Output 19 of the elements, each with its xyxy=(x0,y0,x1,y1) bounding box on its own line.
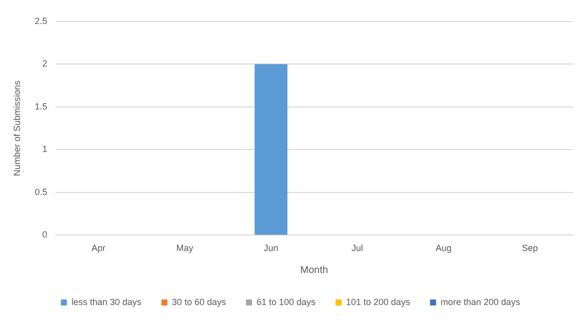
legend-label: less than 30 days xyxy=(71,296,142,307)
x-tick-label: Jun xyxy=(264,243,278,254)
x-tick-label: Aug xyxy=(436,243,452,254)
legend-label: more than 200 days xyxy=(440,296,521,307)
y-tick-label: 0.5 xyxy=(34,186,48,197)
y-axis-title: Number of Submissions xyxy=(12,80,22,176)
legend-label: 61 to 100 days xyxy=(256,296,316,307)
x-tick-label: Sep xyxy=(522,243,538,254)
x-tick-label: Jul xyxy=(352,243,364,254)
y-tick-label: 1 xyxy=(42,144,48,154)
legend-label: 101 to 200 days xyxy=(346,296,411,307)
x-tick-label: May xyxy=(176,243,194,254)
y-tick-label: 2.5 xyxy=(34,16,48,26)
y-tick-label: 0 xyxy=(42,230,48,240)
y-tick-label: 1.5 xyxy=(34,101,48,112)
y-tick-label: 2 xyxy=(42,58,48,69)
legend-label: 30 to 60 days xyxy=(172,296,226,307)
x-axis-title: Month xyxy=(300,264,328,276)
x-tick-label: Apr xyxy=(91,243,106,254)
